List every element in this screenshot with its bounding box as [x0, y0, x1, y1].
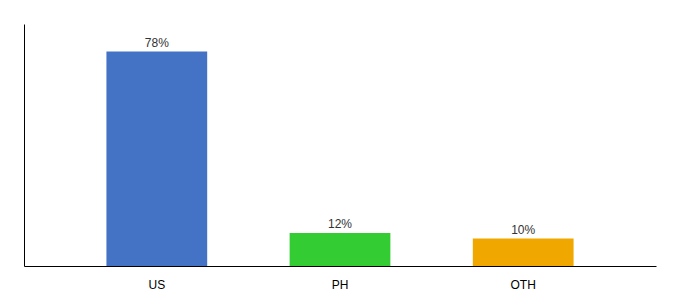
- plot-area: 78% 12% 10% US PH OTH: [25, 25, 657, 293]
- chart-svg: 78% 12% 10% US PH OTH: [0, 0, 680, 300]
- bar: [106, 52, 207, 267]
- x-axis: US PH OTH: [25, 267, 657, 293]
- bars: [106, 52, 573, 267]
- x-tick-label: OTH: [511, 278, 536, 292]
- bar: [290, 233, 391, 266]
- chart-container: 78% 12% 10% US PH OTH: [0, 0, 680, 300]
- data-label: 78%: [145, 36, 169, 50]
- data-label: 10%: [511, 223, 535, 237]
- y-axis-line: [24, 25, 25, 267]
- x-tick: US: [148, 278, 165, 292]
- x-tick-label: PH: [332, 278, 349, 292]
- x-tick: PH: [332, 278, 349, 292]
- x-tick: OTH: [511, 278, 536, 292]
- x-tick-label: US: [148, 278, 165, 292]
- bar: [473, 239, 574, 267]
- y-axis: [24, 25, 25, 267]
- x-axis-line: [25, 266, 657, 267]
- data-label: 12%: [328, 217, 352, 231]
- data-labels: 78% 12% 10%: [145, 36, 536, 237]
